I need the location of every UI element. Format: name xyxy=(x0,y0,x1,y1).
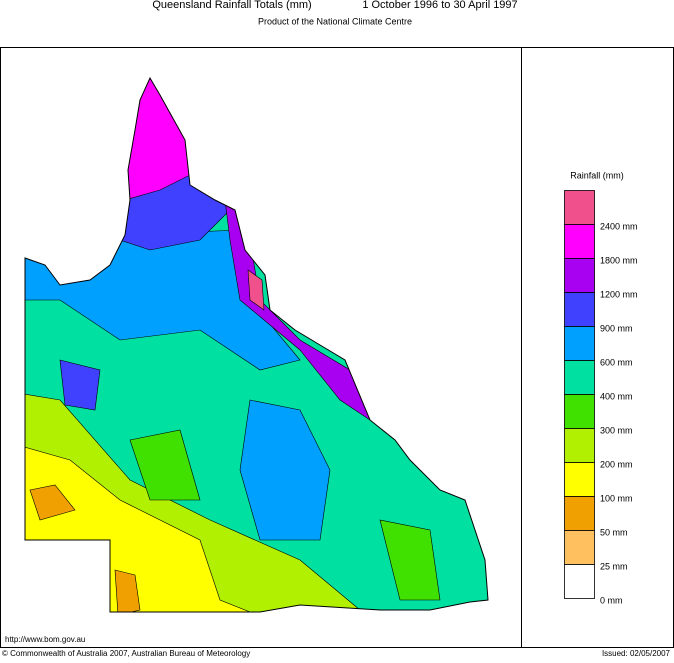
legend-swatch xyxy=(564,394,595,429)
legend-swatch xyxy=(564,326,595,361)
legend-label: 200 mm xyxy=(600,459,633,469)
rainfall-map xyxy=(25,78,488,612)
legend: 2400 mm 1800 mm 1200 mm 900 mm 600 mm 400 mm 3… xyxy=(564,190,638,605)
legend-swatch xyxy=(564,292,595,327)
legend-swatch xyxy=(564,428,595,463)
footer-issued: Issued: 02/05/2007 xyxy=(602,649,671,658)
legend-label: 300 mm xyxy=(600,425,633,435)
legend-swatch xyxy=(564,224,595,259)
legend-swatch xyxy=(564,530,595,565)
legend-swatch xyxy=(564,496,595,531)
legend-label: 900 mm xyxy=(600,323,633,333)
footer-copyright: © Commonwealth of Australia 2007, Austra… xyxy=(2,649,250,658)
legend-swatch xyxy=(564,564,595,599)
map-title: Queensland Rainfall Totals (mm) xyxy=(152,0,311,11)
legend-label: 600 mm xyxy=(600,357,633,367)
legend-label: 0 mm xyxy=(600,595,623,605)
legend-label: 1200 mm xyxy=(600,289,638,299)
legend-swatch xyxy=(564,360,595,395)
footer-url: http://www.bom.gov.au xyxy=(5,635,85,644)
legend-label: 100 mm xyxy=(600,493,633,503)
legend-label: 50 mm xyxy=(600,527,628,537)
legend-label: 1800 mm xyxy=(600,255,638,265)
legend-label: 25 mm xyxy=(600,561,628,571)
legend-label: 2400 mm xyxy=(600,221,638,231)
map-subtitle: Product of the National Climate Centre xyxy=(258,16,412,26)
legend-title: Rainfall (mm) xyxy=(570,170,624,180)
legend-swatch xyxy=(564,190,595,225)
map-period: 1 October 1996 to 30 April 1997 xyxy=(362,0,517,11)
legend-label: 400 mm xyxy=(600,391,633,401)
legend-swatch xyxy=(564,462,595,497)
legend-swatch xyxy=(564,258,595,293)
